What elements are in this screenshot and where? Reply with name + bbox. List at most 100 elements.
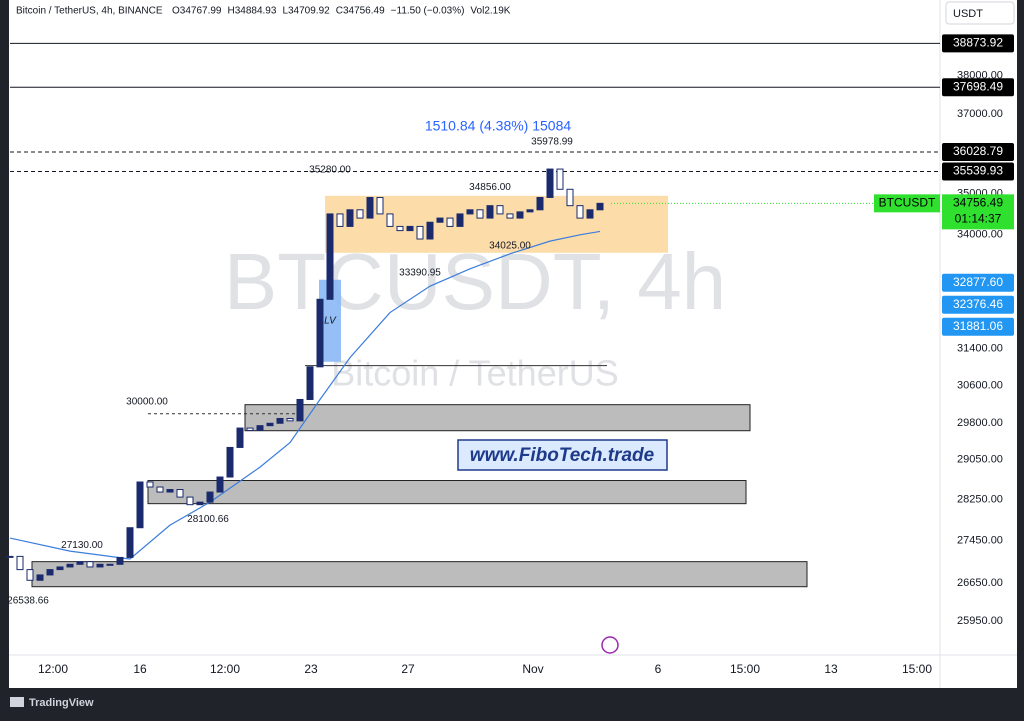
countdown: 01:14:37 bbox=[955, 212, 1002, 226]
candle bbox=[516, 211, 524, 219]
zone bbox=[147, 480, 747, 505]
price-badge bbox=[942, 34, 1014, 53]
candle bbox=[186, 496, 194, 506]
candle bbox=[326, 213, 334, 300]
y-tick-label: 29800.00 bbox=[957, 417, 1003, 429]
candle bbox=[66, 563, 74, 568]
price-annotation: 28100.66 bbox=[187, 514, 229, 525]
candle bbox=[176, 489, 184, 498]
candle bbox=[356, 209, 364, 219]
y-tick-label: 31400.00 bbox=[957, 342, 1003, 354]
price-badge bbox=[942, 317, 1014, 336]
moving-average bbox=[9, 230, 601, 560]
ohlc-value: L34709.92 bbox=[282, 6, 330, 17]
candle bbox=[556, 168, 564, 190]
candle bbox=[396, 225, 404, 232]
price-badge bbox=[942, 273, 1014, 292]
ohlc-value: H34884.93 bbox=[228, 6, 277, 17]
candle bbox=[366, 196, 374, 219]
candle bbox=[486, 205, 494, 219]
footer bbox=[0, 690, 1024, 716]
candle bbox=[46, 569, 54, 576]
symbol-badge bbox=[874, 194, 940, 213]
candle bbox=[216, 476, 224, 493]
zone bbox=[244, 404, 751, 432]
candle bbox=[106, 563, 114, 566]
candle bbox=[376, 196, 384, 215]
ohlc-value: Vol2.19K bbox=[470, 6, 510, 17]
y-tick-label: 26650.00 bbox=[957, 577, 1003, 589]
current-badge bbox=[942, 194, 1014, 230]
y-tick-label: 29050.00 bbox=[957, 454, 1003, 466]
candle bbox=[426, 221, 434, 240]
price-badge-label: 32877.60 bbox=[953, 275, 1003, 289]
y-tick-label: 34000.00 bbox=[957, 229, 1003, 241]
currency[interactable]: USDT bbox=[953, 8, 983, 20]
symbol: BTCUSDT bbox=[879, 196, 936, 210]
price-badge bbox=[942, 295, 1014, 314]
candle bbox=[166, 489, 174, 493]
ohlc-value: C34756.49 bbox=[336, 6, 385, 17]
brand-logo bbox=[10, 697, 24, 707]
candle bbox=[126, 527, 134, 558]
candle bbox=[346, 209, 354, 227]
x-tick-label: 27 bbox=[401, 662, 415, 676]
x-tick-label: 12:00 bbox=[38, 662, 68, 676]
price-badge bbox=[942, 78, 1014, 97]
candle bbox=[336, 213, 344, 227]
price-annotation: 35978.99 bbox=[531, 137, 573, 148]
candle bbox=[496, 205, 504, 215]
candle bbox=[306, 366, 314, 400]
candle bbox=[286, 417, 294, 422]
currency-box[interactable] bbox=[945, 1, 1015, 25]
candle bbox=[416, 225, 424, 240]
candle bbox=[586, 209, 594, 219]
price-annotation: 27130.00 bbox=[61, 540, 103, 551]
ohlc-value: O34767.99 bbox=[172, 6, 222, 17]
x-tick-label: 6 bbox=[655, 662, 662, 676]
price-annotation: 35280.00 bbox=[309, 165, 351, 176]
price-badge-label: 32376.46 bbox=[953, 297, 1003, 311]
candle bbox=[316, 298, 324, 368]
candle bbox=[406, 225, 414, 232]
zone bbox=[319, 279, 341, 362]
price-annotation: 34856.00 bbox=[469, 182, 511, 193]
y-tick-label: 28250.00 bbox=[957, 494, 1003, 506]
zone-label: LV bbox=[324, 315, 337, 326]
candle bbox=[86, 561, 94, 568]
candle bbox=[596, 202, 604, 211]
candle bbox=[36, 574, 44, 581]
price-annotation: 34025.00 bbox=[489, 240, 531, 251]
candle bbox=[26, 569, 34, 581]
candle bbox=[196, 501, 204, 506]
price-annotation: 30000.00 bbox=[126, 396, 168, 407]
x-tick-label: 16 bbox=[133, 662, 147, 676]
candle bbox=[456, 213, 464, 227]
brand: TradingView bbox=[29, 697, 94, 709]
site-box bbox=[457, 439, 668, 471]
candle bbox=[576, 205, 584, 219]
x-tick-label: 12:00 bbox=[210, 662, 240, 676]
x-tick-label: 15:00 bbox=[902, 662, 932, 676]
price-badge bbox=[942, 162, 1014, 181]
candle bbox=[506, 213, 514, 219]
x-tick-label: 15:00 bbox=[730, 662, 760, 676]
candle bbox=[236, 427, 244, 448]
price-annotation: 26538.66 bbox=[7, 596, 49, 607]
price-annotation: 33390.95 bbox=[399, 267, 441, 278]
alert-icon[interactable] bbox=[601, 636, 619, 654]
candle bbox=[526, 209, 534, 213]
price-badge bbox=[942, 142, 1014, 161]
candle bbox=[536, 196, 544, 211]
candle bbox=[206, 491, 214, 503]
y-tick-label: 27450.00 bbox=[957, 535, 1003, 547]
candle bbox=[436, 217, 444, 223]
site: www.FiboTech.trade bbox=[470, 445, 655, 466]
y-tick-label: 37000.00 bbox=[957, 108, 1003, 120]
x-tick-label: Nov bbox=[522, 662, 543, 676]
candle bbox=[256, 425, 264, 431]
measure: 1510.84 (4.38%) 15084 bbox=[425, 118, 572, 134]
candle bbox=[246, 427, 254, 431]
ohlc-value: −11.50 (−0.03%) bbox=[391, 6, 465, 17]
